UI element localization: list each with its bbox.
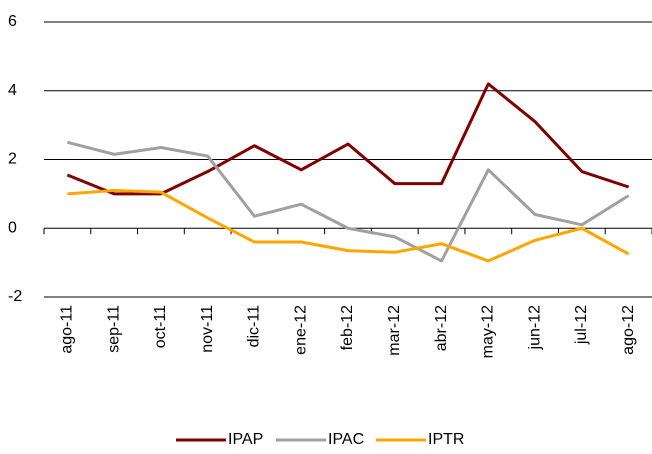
x-tick-label: sep-11 — [105, 305, 122, 353]
legend-label: IPTR — [428, 431, 464, 448]
series-line — [67, 188, 630, 263]
x-tick-label: ago-12 — [620, 305, 637, 355]
x-tick-label: jul-12 — [573, 305, 590, 345]
y-tick-label: -2 — [8, 288, 22, 305]
x-tick-label: dic-11 — [246, 305, 263, 347]
legend-label: IPAC — [328, 431, 364, 448]
y-tick-label: 6 — [8, 13, 17, 30]
series-line — [66, 82, 630, 196]
x-tick-label: feb-12 — [339, 305, 356, 350]
x-tick-label: mar-12 — [386, 305, 403, 356]
y-tick-label: 4 — [8, 82, 17, 99]
y-tick-label: 0 — [8, 219, 17, 236]
x-tick-label: jun-12 — [526, 305, 543, 351]
x-tick-label: ene-12 — [292, 305, 309, 355]
x-tick-label: oct-11 — [152, 305, 169, 348]
series-line — [67, 140, 630, 263]
x-tick-label: abr-12 — [433, 305, 450, 351]
x-tick-label: ago-11 — [59, 305, 76, 354]
legend-label: IPAP — [228, 431, 263, 448]
y-tick-label: 2 — [8, 151, 17, 168]
x-tick-label: nov-11 — [199, 305, 216, 353]
x-tick-label: may-12 — [480, 305, 497, 358]
